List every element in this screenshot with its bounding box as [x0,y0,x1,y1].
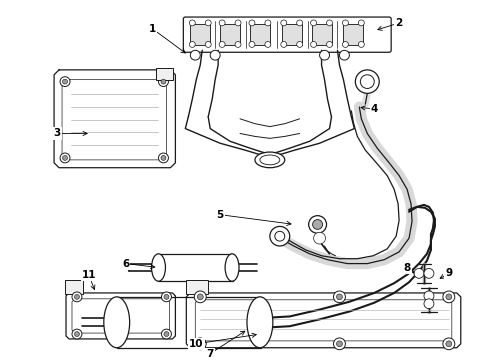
Circle shape [248,20,254,26]
Circle shape [235,20,241,26]
Circle shape [210,50,220,60]
Circle shape [280,41,286,48]
Text: 11: 11 [81,270,96,289]
Circle shape [360,75,373,89]
Bar [65,280,83,294]
Circle shape [161,329,171,339]
Circle shape [413,269,423,278]
Circle shape [235,41,241,48]
Circle shape [72,292,82,302]
Text: 7: 7 [206,331,244,359]
Bar [155,68,173,80]
Text: 5: 5 [216,210,290,225]
Circle shape [423,299,433,309]
Circle shape [190,50,200,60]
Bar [343,24,363,45]
Circle shape [310,41,316,48]
Circle shape [274,231,284,241]
Circle shape [313,232,325,244]
Circle shape [333,291,345,303]
Circle shape [312,220,322,229]
Circle shape [197,341,203,347]
Circle shape [62,156,67,160]
Circle shape [296,41,302,48]
Text: 1: 1 [148,24,185,53]
Circle shape [326,20,332,26]
Circle shape [60,153,70,163]
Circle shape [296,20,302,26]
Circle shape [161,79,165,84]
Polygon shape [54,70,175,168]
Circle shape [74,294,79,299]
Circle shape [161,292,171,302]
Bar [249,24,269,45]
Ellipse shape [254,152,284,168]
Circle shape [163,332,168,337]
Text: 9: 9 [439,269,451,278]
Circle shape [269,226,289,246]
Circle shape [194,291,206,303]
Circle shape [342,20,347,26]
FancyBboxPatch shape [183,17,390,52]
Circle shape [62,79,67,84]
Circle shape [74,332,79,337]
Ellipse shape [103,297,129,348]
Circle shape [355,70,379,93]
Bar [186,280,208,294]
Circle shape [72,329,82,339]
Bar [281,24,301,45]
Text: 8: 8 [403,262,413,273]
Circle shape [264,41,270,48]
Circle shape [342,41,347,48]
Ellipse shape [246,297,272,348]
Circle shape [336,341,342,347]
Bar [311,24,331,45]
Circle shape [60,77,70,86]
Circle shape [264,20,270,26]
Circle shape [442,338,454,350]
Circle shape [319,50,329,60]
Circle shape [423,269,433,278]
Circle shape [189,20,195,26]
Circle shape [219,41,224,48]
Ellipse shape [224,254,239,281]
Circle shape [308,216,326,233]
Circle shape [194,338,206,350]
Circle shape [205,20,211,26]
Circle shape [445,341,451,347]
Circle shape [189,41,195,48]
Circle shape [161,156,165,160]
Circle shape [197,294,203,300]
Text: 3: 3 [53,129,87,139]
Circle shape [358,20,364,26]
Text: 4: 4 [360,104,377,114]
Circle shape [339,50,349,60]
Circle shape [358,41,364,48]
Circle shape [445,294,451,300]
Circle shape [280,20,286,26]
Text: 10: 10 [189,333,256,349]
Circle shape [158,153,168,163]
Text: 2: 2 [377,18,402,30]
Circle shape [310,20,316,26]
Bar [220,24,240,45]
Ellipse shape [260,155,279,165]
Circle shape [333,338,345,350]
Circle shape [158,77,168,86]
Ellipse shape [151,254,165,281]
Circle shape [248,41,254,48]
Polygon shape [186,293,460,348]
Circle shape [205,41,211,48]
Circle shape [326,41,332,48]
Circle shape [423,291,433,301]
Bar [158,254,233,281]
Circle shape [219,20,224,26]
Bar [190,24,210,45]
Circle shape [336,294,342,300]
Text: 6: 6 [122,258,155,269]
Polygon shape [66,293,175,339]
Circle shape [163,294,168,299]
Bar [117,297,261,348]
Circle shape [442,291,454,303]
